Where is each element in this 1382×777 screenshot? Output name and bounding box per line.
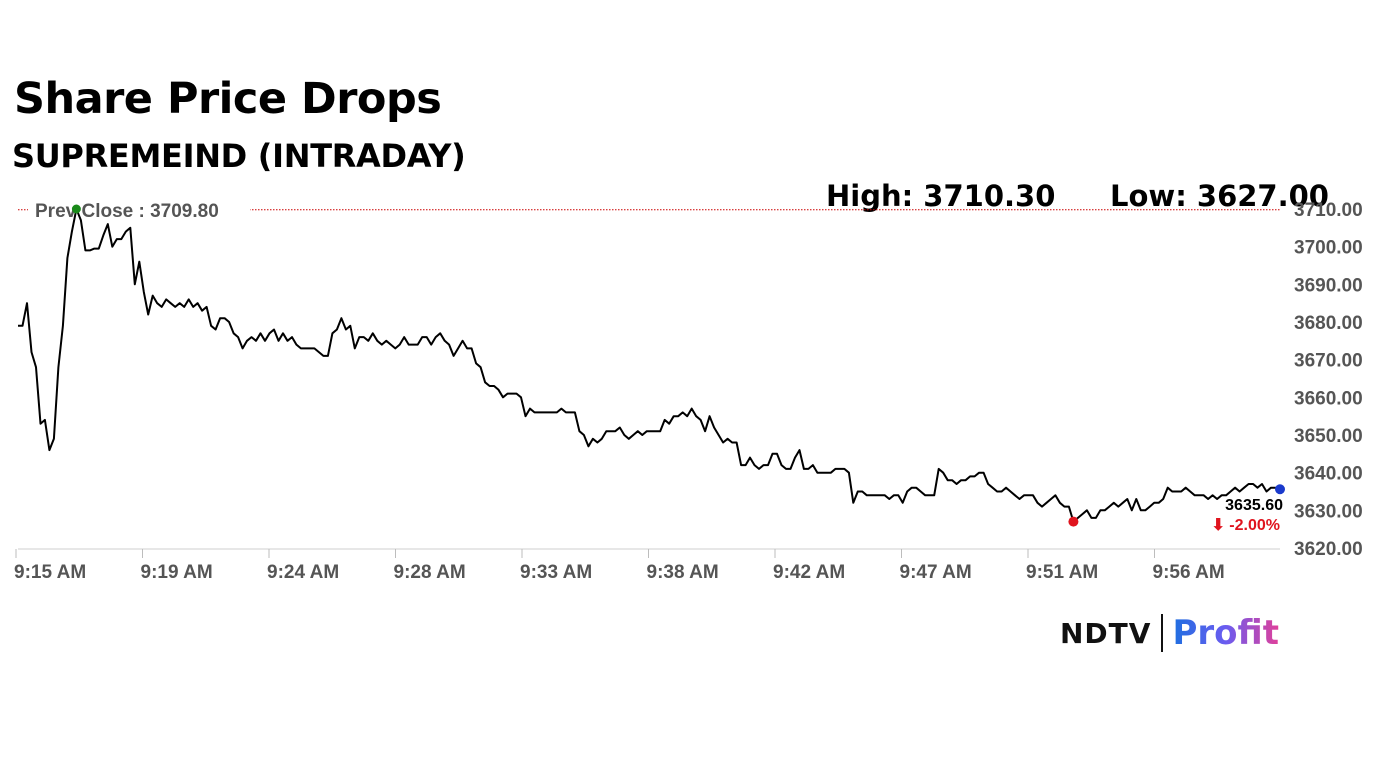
x-tick-label: 9:51 AM: [1026, 562, 1098, 583]
ndtv-profit-logo: NDTV Profit: [1060, 612, 1279, 654]
x-tick-label: 9:56 AM: [1153, 562, 1225, 583]
high-marker: [71, 204, 81, 214]
x-tick-label: 9:24 AM: [267, 562, 339, 583]
high-value: High: 3710.30: [826, 179, 1056, 213]
x-tick-label: 9:15 AM: [14, 562, 86, 583]
y-tick-label: 3700.00: [1294, 238, 1363, 259]
y-tick-label: 3710.00: [1294, 200, 1363, 221]
y-tick-label: 3640.00: [1294, 464, 1363, 485]
low-marker: [1068, 516, 1079, 527]
x-tick-label: 9:47 AM: [900, 562, 972, 583]
y-tick-label: 3630.00: [1294, 501, 1363, 522]
y-tick-label: 3650.00: [1294, 426, 1363, 447]
logo-divider: [1161, 614, 1164, 652]
x-tick-label: 9:19 AM: [141, 562, 213, 583]
y-tick-label: 3690.00: [1294, 275, 1363, 296]
prev-close-label-bg: [28, 197, 250, 222]
price-chart: 3620.00 3630.00 3640.00 3650.00 3660.00 3670.…: [14, 197, 1363, 583]
x-tick-label: 9:42 AM: [773, 562, 845, 583]
x-tick-label: 9:28 AM: [394, 562, 466, 583]
low-value: Low: 3627.00: [1110, 179, 1329, 213]
price-series-line: [18, 208, 1281, 523]
y-tick-label: 3670.00: [1294, 351, 1363, 372]
change-percent-label: ⬇ -2.00%: [1211, 517, 1280, 534]
y-tick-label: 3680.00: [1294, 313, 1363, 334]
logo-profit-text: Profit: [1172, 613, 1279, 653]
last-price-marker: [1275, 484, 1285, 495]
logo-ndtv-text: NDTV: [1060, 616, 1152, 650]
last-price-label: 3635.60: [1225, 497, 1283, 514]
y-tick-label: 3660.00: [1294, 388, 1363, 409]
prev-close-label: Prev Close : 3709.80: [35, 201, 219, 222]
x-tick-label: 9:33 AM: [520, 562, 592, 583]
chart-subtitle: SUPREMEIND (INTRADAY): [12, 137, 466, 175]
x-tick-label: 9:38 AM: [647, 562, 719, 583]
y-tick-label: 3620.00: [1294, 539, 1363, 560]
chart-title: Share Price Drops: [14, 74, 442, 124]
